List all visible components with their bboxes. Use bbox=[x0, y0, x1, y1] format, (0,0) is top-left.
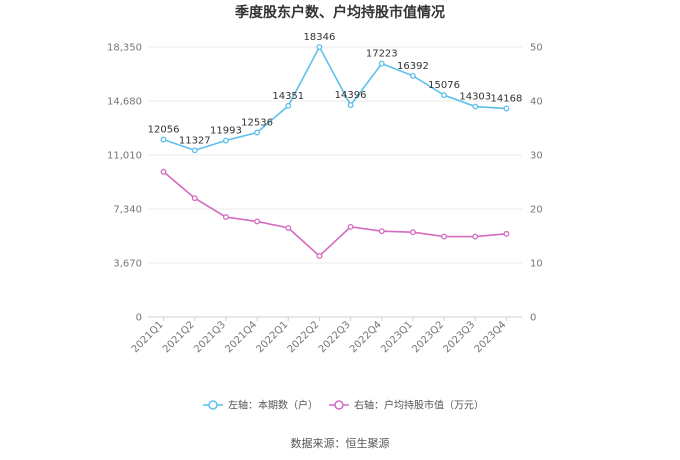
data-label: 11327 bbox=[179, 135, 211, 146]
data-point[interactable] bbox=[222, 214, 229, 221]
x-axis: 2021Q12021Q22021Q32021Q42022Q12022Q22022… bbox=[130, 317, 509, 355]
data-point[interactable] bbox=[409, 72, 416, 79]
series-line-1 bbox=[163, 45, 507, 152]
data-point[interactable] bbox=[285, 102, 292, 109]
right-tick-label: 40 bbox=[530, 97, 543, 108]
data-label: 14303 bbox=[459, 92, 491, 103]
data-point[interactable] bbox=[441, 233, 448, 240]
left-tick-label: 11,010 bbox=[107, 151, 142, 162]
right-tick-label: 10 bbox=[530, 259, 543, 270]
x-tick-label: 2022Q3 bbox=[317, 319, 353, 355]
data-label: 16392 bbox=[397, 61, 429, 72]
left-tick-label: 14,680 bbox=[107, 97, 142, 108]
data-point[interactable] bbox=[347, 223, 354, 230]
grid-layer bbox=[148, 46, 522, 318]
data-point[interactable] bbox=[378, 228, 385, 235]
x-tick-label: 2021Q1 bbox=[130, 319, 166, 355]
data-label: 14351 bbox=[272, 91, 304, 102]
right-tick-label: 20 bbox=[530, 205, 543, 216]
data-point[interactable] bbox=[191, 147, 198, 154]
data-point[interactable] bbox=[160, 168, 167, 175]
data-label: 14396 bbox=[335, 90, 367, 101]
data-label: 12536 bbox=[241, 118, 273, 129]
right-axis: 0 10 20 30 40 50 bbox=[530, 43, 543, 324]
data-label: 11993 bbox=[210, 126, 242, 137]
x-tick-label: 2023Q4 bbox=[473, 319, 509, 355]
left-tick-label: 3,670 bbox=[113, 259, 142, 270]
data-point[interactable] bbox=[347, 102, 354, 109]
data-label: 17223 bbox=[366, 49, 398, 60]
data-label: 12056 bbox=[148, 125, 180, 136]
data-point[interactable] bbox=[472, 233, 479, 240]
x-tick-label: 2022Q2 bbox=[286, 319, 322, 355]
data-point[interactable] bbox=[222, 137, 229, 144]
data-point[interactable] bbox=[503, 230, 510, 237]
legend-marker bbox=[334, 400, 344, 410]
x-tick-label: 2021Q3 bbox=[192, 319, 228, 355]
x-tick-label: 2021Q2 bbox=[161, 319, 197, 355]
x-tick-label: 2022Q4 bbox=[348, 319, 384, 355]
legend-item-1[interactable]: 左轴：本期数（户） bbox=[203, 399, 318, 412]
data-point[interactable] bbox=[316, 253, 323, 259]
legend-item-2[interactable]: 右轴：户均持股市值（万元） bbox=[329, 399, 484, 412]
legend-marker bbox=[208, 400, 218, 410]
series-line-2 bbox=[163, 171, 507, 258]
data-point[interactable] bbox=[409, 229, 416, 236]
data-point[interactable] bbox=[285, 224, 292, 231]
x-tick-label: 2023Q3 bbox=[442, 319, 478, 355]
data-point[interactable] bbox=[378, 60, 385, 67]
legend[interactable]: 左轴：本期数（户） 右轴：户均持股市值（万元） bbox=[203, 399, 484, 412]
data-point[interactable] bbox=[254, 218, 261, 225]
data-label: 18346 bbox=[304, 32, 336, 43]
data-point[interactable] bbox=[472, 103, 479, 110]
data-point[interactable] bbox=[441, 92, 448, 99]
x-tick-label: 2023Q2 bbox=[410, 319, 446, 355]
right-tick-label: 50 bbox=[530, 43, 543, 54]
data-point[interactable] bbox=[503, 105, 510, 112]
data-point[interactable] bbox=[160, 136, 167, 143]
right-tick-label: 30 bbox=[530, 151, 543, 162]
source-note: 数据来源：恒生聚源 bbox=[291, 436, 390, 450]
left-tick-label: 18,350 bbox=[107, 43, 142, 54]
right-tick-label: 0 bbox=[530, 313, 536, 324]
left-axis: 0 3,670 7,340 11,010 14,680 18,350 bbox=[107, 43, 142, 324]
x-tick-label: 2023Q1 bbox=[379, 319, 415, 355]
x-tick-label: 2022Q1 bbox=[255, 319, 291, 355]
data-label: 15076 bbox=[428, 80, 460, 91]
chart-title: 季度股东户数、户均持股市值情况 bbox=[234, 4, 445, 21]
x-tick-label: 2021Q4 bbox=[223, 319, 259, 355]
left-tick-label: 7,340 bbox=[113, 205, 142, 216]
legend-label: 右轴：户均持股市值（万元） bbox=[354, 399, 484, 412]
left-tick-label: 0 bbox=[136, 313, 142, 324]
data-point[interactable] bbox=[316, 44, 323, 51]
legend-label: 左轴：本期数（户） bbox=[228, 399, 318, 412]
data-label: 14168 bbox=[491, 94, 523, 105]
data-point[interactable] bbox=[191, 195, 198, 202]
data-point[interactable] bbox=[254, 129, 261, 136]
